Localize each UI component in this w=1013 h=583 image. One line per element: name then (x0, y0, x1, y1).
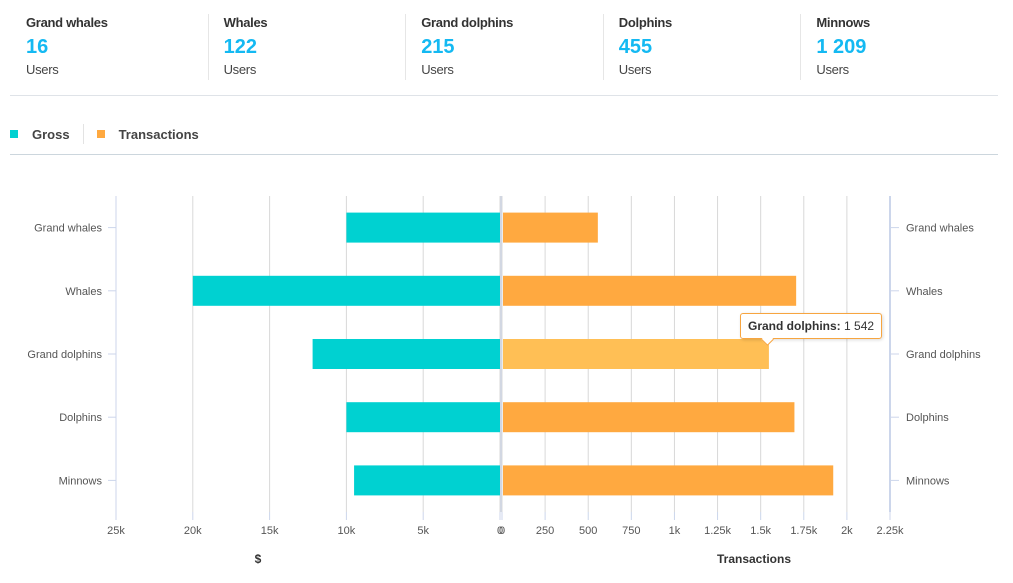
gross-bar (354, 465, 500, 496)
stat-value: 1 209 (816, 36, 867, 58)
tick-label-left: 20k (184, 525, 202, 537)
category-label-left: Dolphins (59, 412, 102, 424)
stat-unit: Users (421, 62, 454, 77)
stat-unit: Users (618, 62, 652, 77)
right-axis-title: Transactions (717, 552, 791, 566)
stat-label: Grand dolphins (421, 15, 514, 30)
stat-grand-whales: Grand whales 16 Users (10, 0, 208, 95)
legend-item-transactions[interactable]: Transactions (96, 126, 199, 142)
left-axis-title: $ (255, 552, 262, 566)
tooltip-value: 1 542 (844, 319, 875, 333)
tick-label-left: 0 (497, 525, 503, 537)
tick-label-right: 1.5k (750, 525, 771, 537)
stat-minnows: Minnows 1 209 Users (800, 0, 998, 95)
tick-label-right: 1k (669, 525, 681, 537)
chart-legend: Gross Transactions (10, 120, 998, 155)
category-label-right: Grand dolphins (906, 349, 981, 361)
butterfly-bar-chart: 25k 20k 15k 10k 5k 00 250 500 750 1k 1.25k 1.5k 1.75… (27, 196, 981, 566)
tick-label-right: 750 (622, 525, 640, 537)
category-label-right: Dolphins (906, 412, 949, 424)
gross-swatch-icon (10, 130, 18, 138)
tick-label-left: 10k (338, 525, 356, 537)
stat-label: Minnows (816, 15, 870, 30)
stat-value: 16 (26, 36, 49, 58)
gross-bar (192, 275, 501, 306)
tick-label-right: 1.75k (790, 525, 817, 537)
transactions-bar (503, 339, 769, 369)
stat-grand-dolphins: Grand dolphins 215 Users (405, 0, 603, 95)
tooltip-label: Grand dolphins: (748, 319, 841, 333)
gross-bar (346, 402, 500, 433)
stat-value: 215 (421, 36, 455, 58)
category-label-left: Minnows (59, 475, 103, 487)
transactions-bar (503, 402, 795, 433)
transactions-bar (503, 465, 834, 496)
stat-dolphins: Dolphins 455 Users (602, 0, 801, 95)
stat-label: Whales (223, 15, 268, 30)
category-label-right: Grand whales (906, 223, 974, 235)
stat-unit: Users (223, 62, 257, 77)
tick-label-right: 1.25k (704, 525, 731, 537)
stat-unit: Users (816, 62, 849, 77)
tick-label-right: 2k (841, 525, 853, 537)
tick-label-right: 250 (536, 525, 554, 537)
tick-label-left: 5k (417, 525, 429, 537)
stat-label: Grand whales (26, 15, 108, 30)
legend-label: Transactions (118, 126, 199, 142)
legend-item-gross[interactable]: Gross (10, 127, 70, 142)
legend-label: Gross (32, 126, 70, 142)
stat-label: Dolphins (618, 15, 673, 30)
tick-label-left: 15k (261, 525, 279, 537)
transactions-bar (503, 275, 797, 306)
category-label-left: Whales (65, 286, 102, 298)
category-label-left: Grand whales (34, 223, 102, 235)
stat-whales: Whales 122 Users (207, 0, 406, 95)
transactions-swatch-icon (96, 130, 105, 138)
tick-label-right: 0 (499, 525, 505, 537)
category-label-right: Minnows (906, 475, 950, 487)
stat-value: 455 (618, 36, 653, 58)
gross-bar (312, 339, 500, 369)
stat-value: 122 (223, 36, 257, 58)
category-label-right: Whales (906, 286, 943, 298)
chart-tooltip: Grand dolphins: 1 542 (740, 313, 883, 339)
transactions-bar (503, 212, 598, 243)
tick-label-right: 500 (579, 525, 597, 537)
gross-bar (346, 212, 500, 243)
stat-unit: Users (26, 62, 59, 77)
tick-label-right: 2.25k (877, 525, 904, 537)
category-label-left: Grand dolphins (27, 349, 102, 361)
segment-stats: Grand whales 16 Users Whales 122 Users G… (10, 0, 998, 96)
legend-divider (82, 124, 84, 144)
tick-label-left: 25k (107, 525, 125, 537)
